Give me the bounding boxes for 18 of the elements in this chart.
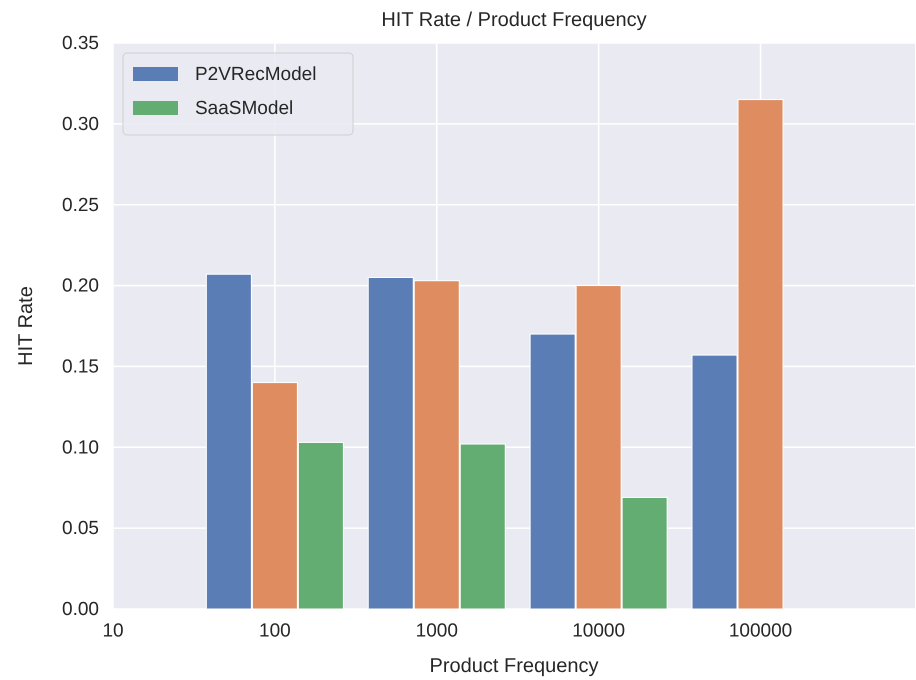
x-tick-label: 100 (259, 620, 291, 642)
x-tick-label: 100000 (728, 620, 792, 642)
x-tick-label: 1000 (416, 620, 458, 642)
y-axis-title: HIT Rate (15, 286, 37, 366)
y-tick-label: 0.20 (62, 276, 99, 297)
y-tick-label: 0.30 (62, 114, 99, 135)
y-tick-label: 0.35 (62, 33, 99, 54)
x-tick-label: 10000 (572, 620, 626, 642)
legend-label: P2VRecModel (195, 64, 316, 85)
x-tick-label: 10 (102, 620, 124, 642)
y-tick-label: 0.15 (62, 356, 99, 378)
y-tick-label: 0.25 (62, 194, 99, 216)
legend-label: SaaSModel (195, 98, 294, 119)
chart-title: HIT Rate / Product Frequency (381, 9, 647, 31)
y-tick-label: 0.00 (62, 599, 99, 620)
y-tick-label: 0.05 (62, 518, 99, 540)
x-axis-title: Product Frequency (430, 655, 598, 677)
y-tick-label: 0.10 (62, 437, 99, 458)
